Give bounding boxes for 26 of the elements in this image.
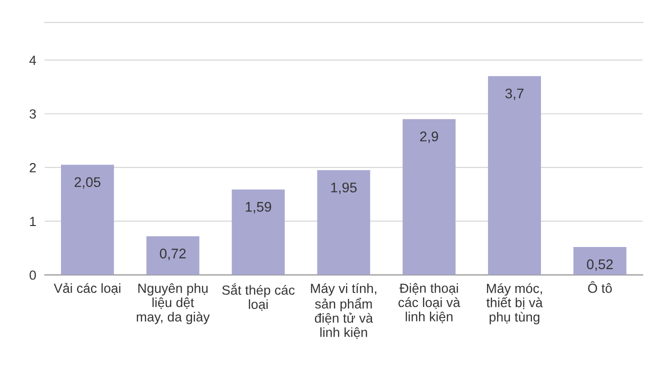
data-label: 2,9 <box>420 132 438 144</box>
data-label: 1,95 <box>331 182 357 194</box>
bar <box>317 170 370 275</box>
bar <box>232 189 285 275</box>
bar <box>573 246 626 275</box>
data-label: 2,05 <box>74 177 100 189</box>
x-tick-label: Nguyên phụ liệu dệt may, da giày <box>136 283 210 324</box>
data-label: 1,59 <box>246 202 272 214</box>
x-tick-label: Máy vi tính, sản phẩm điện tử và linh kiện <box>311 283 376 339</box>
bar <box>146 236 200 275</box>
data-label: 0,52 <box>586 259 613 271</box>
bar <box>402 119 456 275</box>
x-tick-label: Sắt thép các loại <box>222 283 295 311</box>
y-tick-label: 3 <box>30 109 36 119</box>
x-tick-label: Vải các loại <box>54 282 120 295</box>
bar <box>60 164 114 275</box>
bar <box>488 76 541 275</box>
data-label: 0,72 <box>160 248 186 260</box>
y-tick-label: 4 <box>29 56 36 65</box>
y-tick-label: 1 <box>30 216 36 226</box>
x-tick-label: Máy móc, thiết bị và phụ tùng <box>486 283 543 324</box>
y-tick-label: 0 <box>30 270 36 280</box>
y-tick-label: 2 <box>30 163 36 172</box>
data-label: 3,7 <box>505 88 524 100</box>
x-tick-label: Điện thoại các loại và linh kiện <box>398 283 460 324</box>
x-tick-label: Ô tô <box>588 281 612 293</box>
